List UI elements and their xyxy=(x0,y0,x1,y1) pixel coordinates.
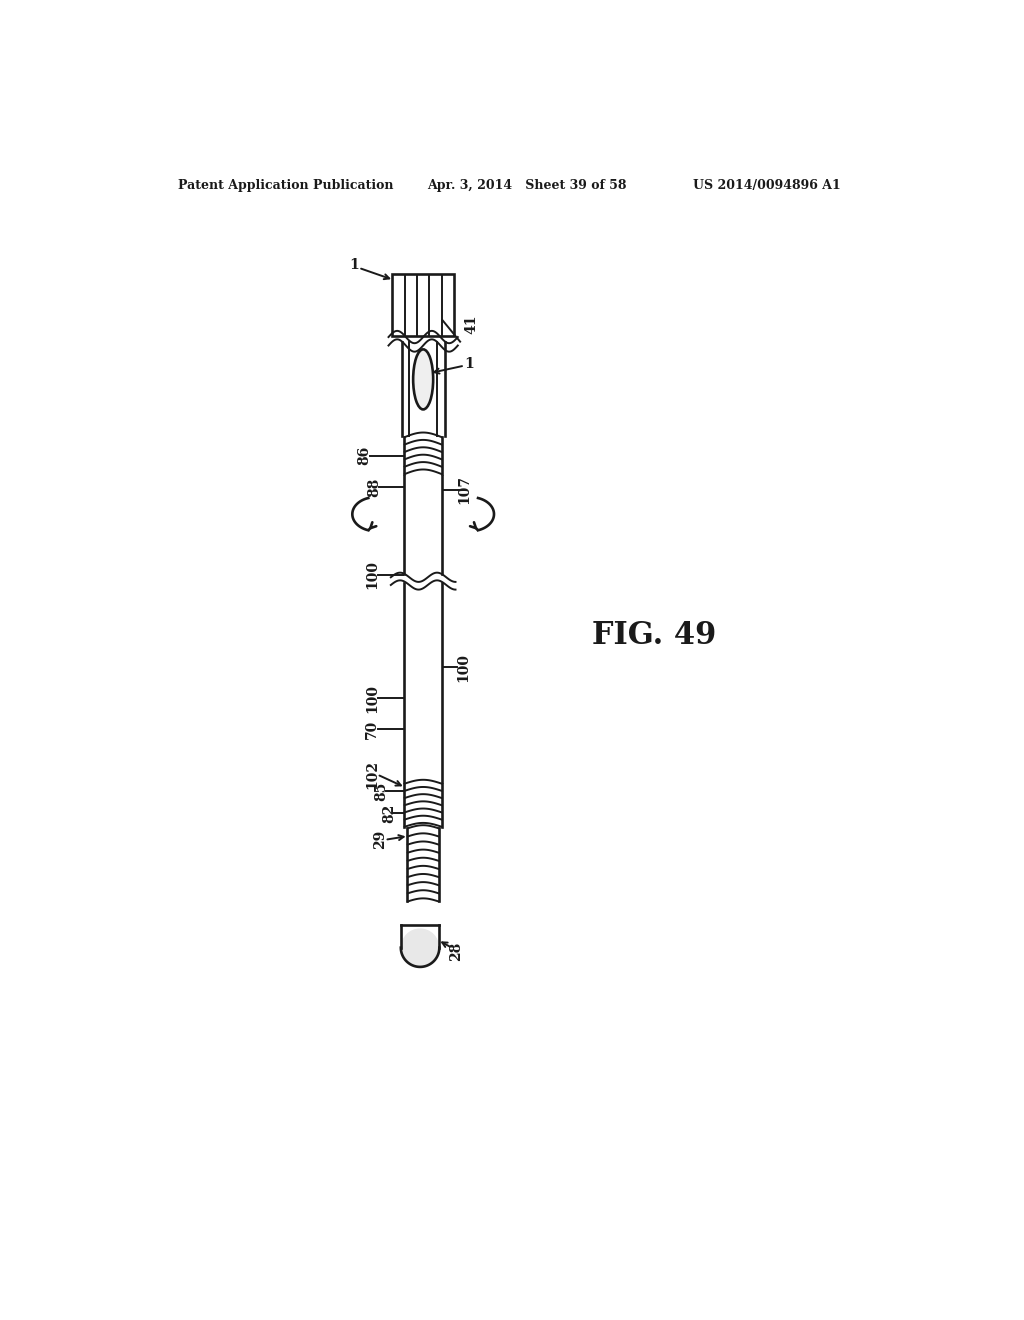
Text: 1: 1 xyxy=(465,356,474,371)
Text: 100: 100 xyxy=(366,684,379,713)
Ellipse shape xyxy=(413,350,433,409)
Text: 28: 28 xyxy=(450,942,463,961)
Text: 100: 100 xyxy=(366,561,379,590)
Text: 100: 100 xyxy=(457,653,470,682)
Bar xyxy=(392,275,454,335)
Text: Patent Application Publication: Patent Application Publication xyxy=(178,178,394,191)
Text: 82: 82 xyxy=(382,804,396,822)
Text: 102: 102 xyxy=(366,760,379,789)
Text: 88: 88 xyxy=(367,478,381,496)
Text: 29: 29 xyxy=(373,830,387,850)
Text: 41: 41 xyxy=(464,314,478,334)
Text: FIG. 49: FIG. 49 xyxy=(592,620,716,651)
Text: US 2014/0094896 A1: US 2014/0094896 A1 xyxy=(692,178,841,191)
Text: 86: 86 xyxy=(357,446,372,465)
Text: 1: 1 xyxy=(349,257,358,272)
Text: 85: 85 xyxy=(375,781,388,801)
Ellipse shape xyxy=(400,928,439,966)
Text: 70: 70 xyxy=(366,719,379,739)
Text: 107: 107 xyxy=(458,475,472,504)
Text: Apr. 3, 2014   Sheet 39 of 58: Apr. 3, 2014 Sheet 39 of 58 xyxy=(427,178,627,191)
